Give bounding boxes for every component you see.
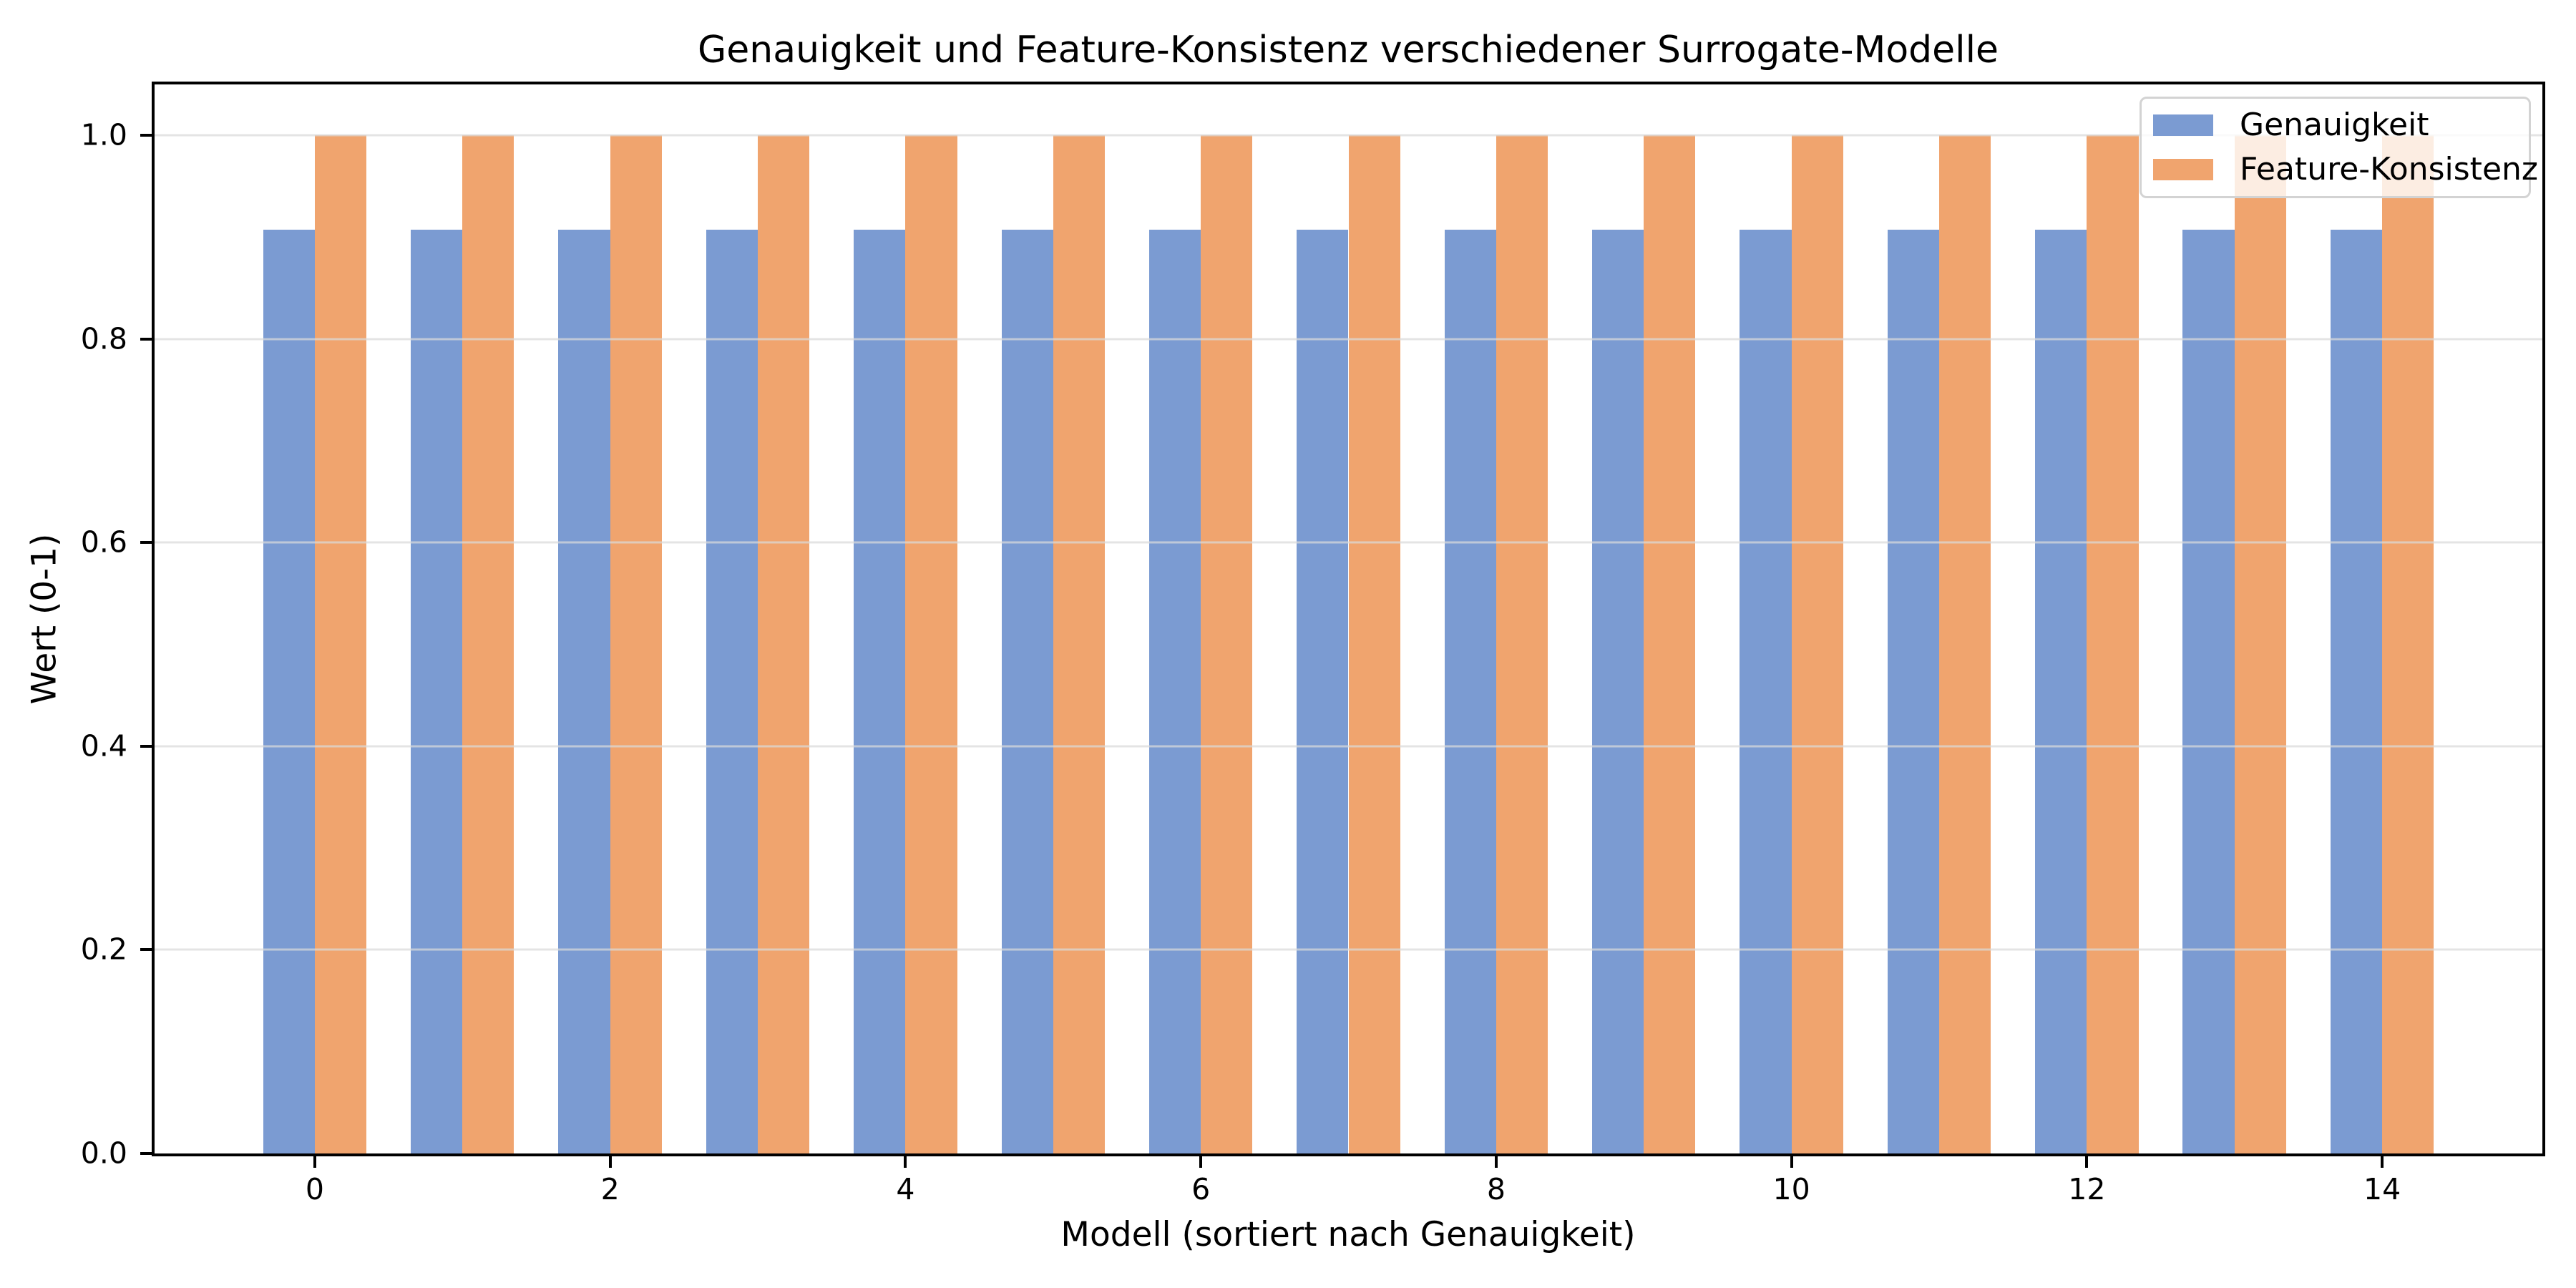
chart-title: Genauigkeit und Feature-Konsistenz versc… [697, 29, 1999, 72]
y-tick-mark-0.2 [140, 948, 152, 952]
x-tick-mark-6 [1199, 1156, 1203, 1168]
x-tick-mark-14 [2381, 1156, 2384, 1168]
x-tick-label-0: 0 [305, 1172, 324, 1206]
bar-genauigkeit-6 [1148, 230, 1201, 1153]
legend: Genauigkeit Feature-Konsistenz [2140, 97, 2538, 198]
legend-swatch-feature-konsistenz-icon [2153, 159, 2213, 180]
bar-genauigkeit-9 [1592, 230, 1644, 1153]
y-tick-label-0.2: 0.2 [80, 932, 127, 967]
bar-genauigkeit-13 [2182, 230, 2235, 1153]
x-tick-mark-10 [1790, 1156, 1793, 1168]
y-tick-mark-0.8 [140, 337, 152, 341]
x-tick-label-6: 6 [1191, 1172, 1211, 1206]
y-tick-mark-0.0 [140, 1152, 152, 1155]
bar-genauigkeit-14 [2330, 230, 2383, 1153]
y-axis-label: Wert (0-1) [24, 533, 64, 705]
y-tick-label-0.6: 0.6 [80, 525, 127, 560]
x-tick-label-12: 12 [2068, 1172, 2106, 1206]
y-tick-mark-0.6 [140, 541, 152, 545]
bar-feature-konsistenz-9 [1644, 135, 1696, 1153]
bar-genauigkeit-2 [558, 230, 610, 1153]
bar-genauigkeit-7 [1297, 230, 1349, 1153]
legend-label-genauigkeit: Genauigkeit [2240, 107, 2429, 143]
plot-area [152, 82, 2545, 1156]
x-tick-label-2: 2 [600, 1172, 620, 1206]
bar-feature-konsistenz-2 [610, 135, 662, 1153]
legend-item-genauigkeit: Genauigkeit [2153, 103, 2517, 147]
legend-item-feature-konsistenz: Feature-Konsistenz [2153, 147, 2538, 192]
x-tick-mark-2 [608, 1156, 612, 1168]
bar-feature-konsistenz-3 [758, 135, 810, 1153]
bar-genauigkeit-11 [1887, 230, 1939, 1153]
x-tick-label-8: 8 [1486, 1172, 1506, 1206]
bar-genauigkeit-10 [1740, 230, 1792, 1153]
bar-feature-konsistenz-5 [1053, 135, 1105, 1153]
bar-genauigkeit-3 [706, 230, 758, 1153]
x-tick-mark-4 [904, 1156, 907, 1168]
bar-genauigkeit-1 [411, 230, 463, 1153]
bar-genauigkeit-8 [1444, 230, 1496, 1153]
bar-genauigkeit-4 [854, 230, 906, 1153]
x-tick-label-14: 14 [2363, 1172, 2401, 1206]
legend-label-feature-konsistenz: Feature-Konsistenz [2240, 151, 2538, 187]
bar-feature-konsistenz-0 [314, 135, 367, 1153]
y-tick-label-0.8: 0.8 [80, 321, 127, 356]
bar-feature-konsistenz-6 [1201, 135, 1253, 1153]
bar-feature-konsistenz-10 [1791, 135, 1843, 1153]
bar-feature-konsistenz-12 [2087, 135, 2139, 1153]
x-tick-mark-12 [2085, 1156, 2089, 1168]
x-tick-label-4: 4 [896, 1172, 915, 1206]
y-tick-label-0.0: 0.0 [80, 1136, 127, 1171]
bar-feature-konsistenz-8 [1496, 135, 1548, 1153]
y-tick-mark-0.4 [140, 744, 152, 748]
y-tick-mark-1.0 [140, 134, 152, 137]
bar-feature-konsistenz-1 [462, 135, 514, 1153]
y-tick-label-1.0: 1.0 [80, 117, 127, 152]
bar-feature-konsistenz-14 [2382, 135, 2434, 1153]
bar-genauigkeit-5 [1001, 230, 1053, 1153]
legend-swatch-genauigkeit-icon [2153, 114, 2213, 136]
bar-feature-konsistenz-4 [905, 135, 957, 1153]
y-tick-label-0.4: 0.4 [80, 728, 127, 763]
bar-genauigkeit-0 [263, 230, 315, 1153]
bar-feature-konsistenz-13 [2234, 135, 2286, 1153]
x-tick-mark-8 [1494, 1156, 1498, 1168]
x-axis-label: Modell (sortiert nach Genauigkeit) [1060, 1215, 1636, 1254]
bar-feature-konsistenz-11 [1938, 135, 1991, 1153]
bar-feature-konsistenz-7 [1348, 135, 1400, 1153]
bar-genauigkeit-12 [2035, 230, 2087, 1153]
x-tick-mark-0 [313, 1156, 316, 1168]
x-tick-label-10: 10 [1772, 1172, 1810, 1206]
